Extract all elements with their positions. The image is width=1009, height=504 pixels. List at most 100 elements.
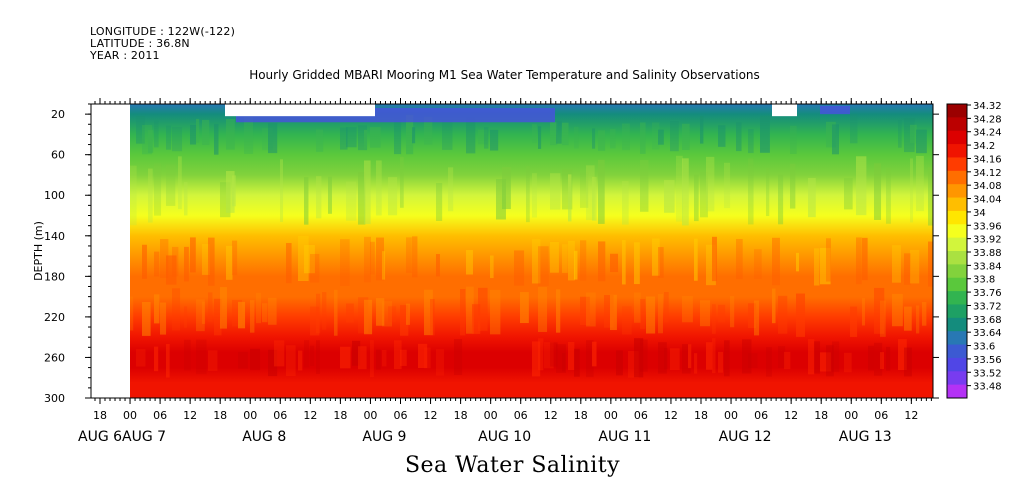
salinity-streak — [160, 238, 169, 278]
x-tick-label: 00 — [123, 409, 137, 422]
y-tick-label: 300 — [44, 392, 65, 405]
salinity-streak — [814, 341, 821, 374]
salinity-streak — [340, 346, 351, 369]
salinity-streak — [532, 124, 537, 143]
salinity-streak — [340, 127, 348, 150]
salinity-streak — [154, 120, 159, 148]
salinity-streak — [694, 238, 698, 281]
salinity-streak — [874, 163, 882, 220]
x-date-label: AUG 10 — [478, 429, 531, 445]
colorbar-swatch — [947, 210, 967, 225]
salinity-streak — [274, 340, 285, 367]
salinity-streak — [556, 344, 566, 374]
salinity-streak — [616, 350, 623, 376]
salinity-streak — [382, 251, 386, 280]
salinity-streak — [898, 339, 907, 371]
salinity-streak — [742, 339, 752, 374]
x-tick-label: 12 — [303, 409, 317, 422]
salinity-streak — [880, 300, 886, 337]
salinity-streak — [556, 289, 561, 333]
missing-data-gap — [225, 104, 375, 117]
salinity-streak — [262, 128, 273, 151]
salinity-streak — [910, 158, 914, 223]
colorbar-swatch — [947, 291, 967, 305]
salinity-streak — [364, 129, 368, 150]
colorbar-swatch — [947, 197, 967, 212]
salinity-streak — [184, 339, 191, 371]
salinity-streak — [130, 296, 134, 331]
salinity-streak — [580, 296, 590, 326]
salinity-streak — [862, 298, 866, 326]
x-date-label: AUG 12 — [719, 429, 772, 445]
salinity-streak — [682, 123, 690, 150]
salinity-streak — [472, 304, 481, 334]
salinity-streak — [184, 181, 188, 216]
salinity-streak — [664, 180, 675, 213]
salinity-streak — [406, 237, 412, 274]
salinity-streak — [424, 289, 433, 336]
salinity-streak — [538, 338, 544, 371]
salinity-streak — [874, 342, 883, 376]
salinity-streak — [634, 242, 640, 285]
salinity-streak — [406, 114, 414, 155]
longitude-label: LONGITUDE : 122W(-122) — [90, 25, 236, 38]
salinity-streak — [586, 340, 594, 378]
colorbar-swatch — [947, 144, 967, 158]
salinity-streak — [226, 119, 235, 150]
salinity-streak — [916, 129, 927, 154]
colorbar-swatch — [947, 304, 967, 319]
colorbar-label: 33.8 — [973, 275, 995, 286]
salinity-streak — [220, 287, 227, 329]
salinity-streak — [166, 164, 176, 206]
colorbar-label: 33.56 — [973, 355, 1002, 366]
salinity-streak — [634, 292, 641, 323]
salinity-streak — [370, 127, 381, 148]
salinity-streak — [568, 240, 575, 281]
missing-data-gap — [772, 104, 797, 117]
y-tick-label: 220 — [44, 311, 65, 324]
y-tick-label: 20 — [51, 108, 65, 121]
salinity-streak — [694, 353, 698, 374]
salinity-streak — [640, 122, 646, 154]
colorbar-label: 33.72 — [973, 301, 1002, 312]
salinity-streak — [226, 171, 235, 213]
salinity-streak — [184, 306, 188, 328]
salinity-streak — [364, 236, 371, 283]
salinity-streak — [622, 306, 632, 335]
colorbar-swatch — [947, 251, 967, 265]
colorbar-swatch — [947, 157, 967, 172]
salinity-streak — [316, 340, 320, 374]
x-tick-label: 12 — [544, 409, 558, 422]
salinity-streak — [208, 350, 218, 371]
colorbar-label: 34.28 — [973, 114, 1002, 125]
colorbar-label: 33.76 — [973, 288, 1002, 299]
salinity-streak — [916, 305, 920, 334]
salinity-streak — [916, 155, 924, 212]
x-date-label: AUG 11 — [598, 429, 651, 445]
salinity-streak — [316, 293, 321, 334]
salinity-streak — [754, 249, 762, 280]
salinity-streak — [466, 286, 474, 334]
colorbar-label: 34.16 — [973, 154, 1002, 165]
salinity-streak — [790, 125, 797, 154]
year-label: YEAR : 2011 — [90, 49, 160, 62]
salinity-streak — [826, 121, 836, 148]
salinity-streak — [922, 302, 927, 326]
salinity-streak — [658, 247, 664, 278]
salinity-streak — [424, 347, 431, 369]
x-tick-label: 12 — [424, 409, 438, 422]
salinity-streak — [658, 342, 667, 374]
salinity-streak — [556, 120, 562, 144]
salinity-streak — [280, 159, 284, 222]
salinity-streak — [532, 239, 541, 284]
salinity-streak — [412, 127, 416, 144]
salinity-streak — [166, 255, 177, 285]
colorbar-swatch — [947, 317, 967, 332]
colorbar-label: 33.68 — [973, 315, 1002, 326]
salinity-streak — [370, 241, 375, 275]
salinity-streak — [670, 348, 680, 371]
colorbar-swatch — [947, 331, 967, 346]
salinity-streak — [268, 297, 277, 325]
salinity-streak — [850, 114, 858, 144]
salinity-streak — [418, 343, 428, 368]
